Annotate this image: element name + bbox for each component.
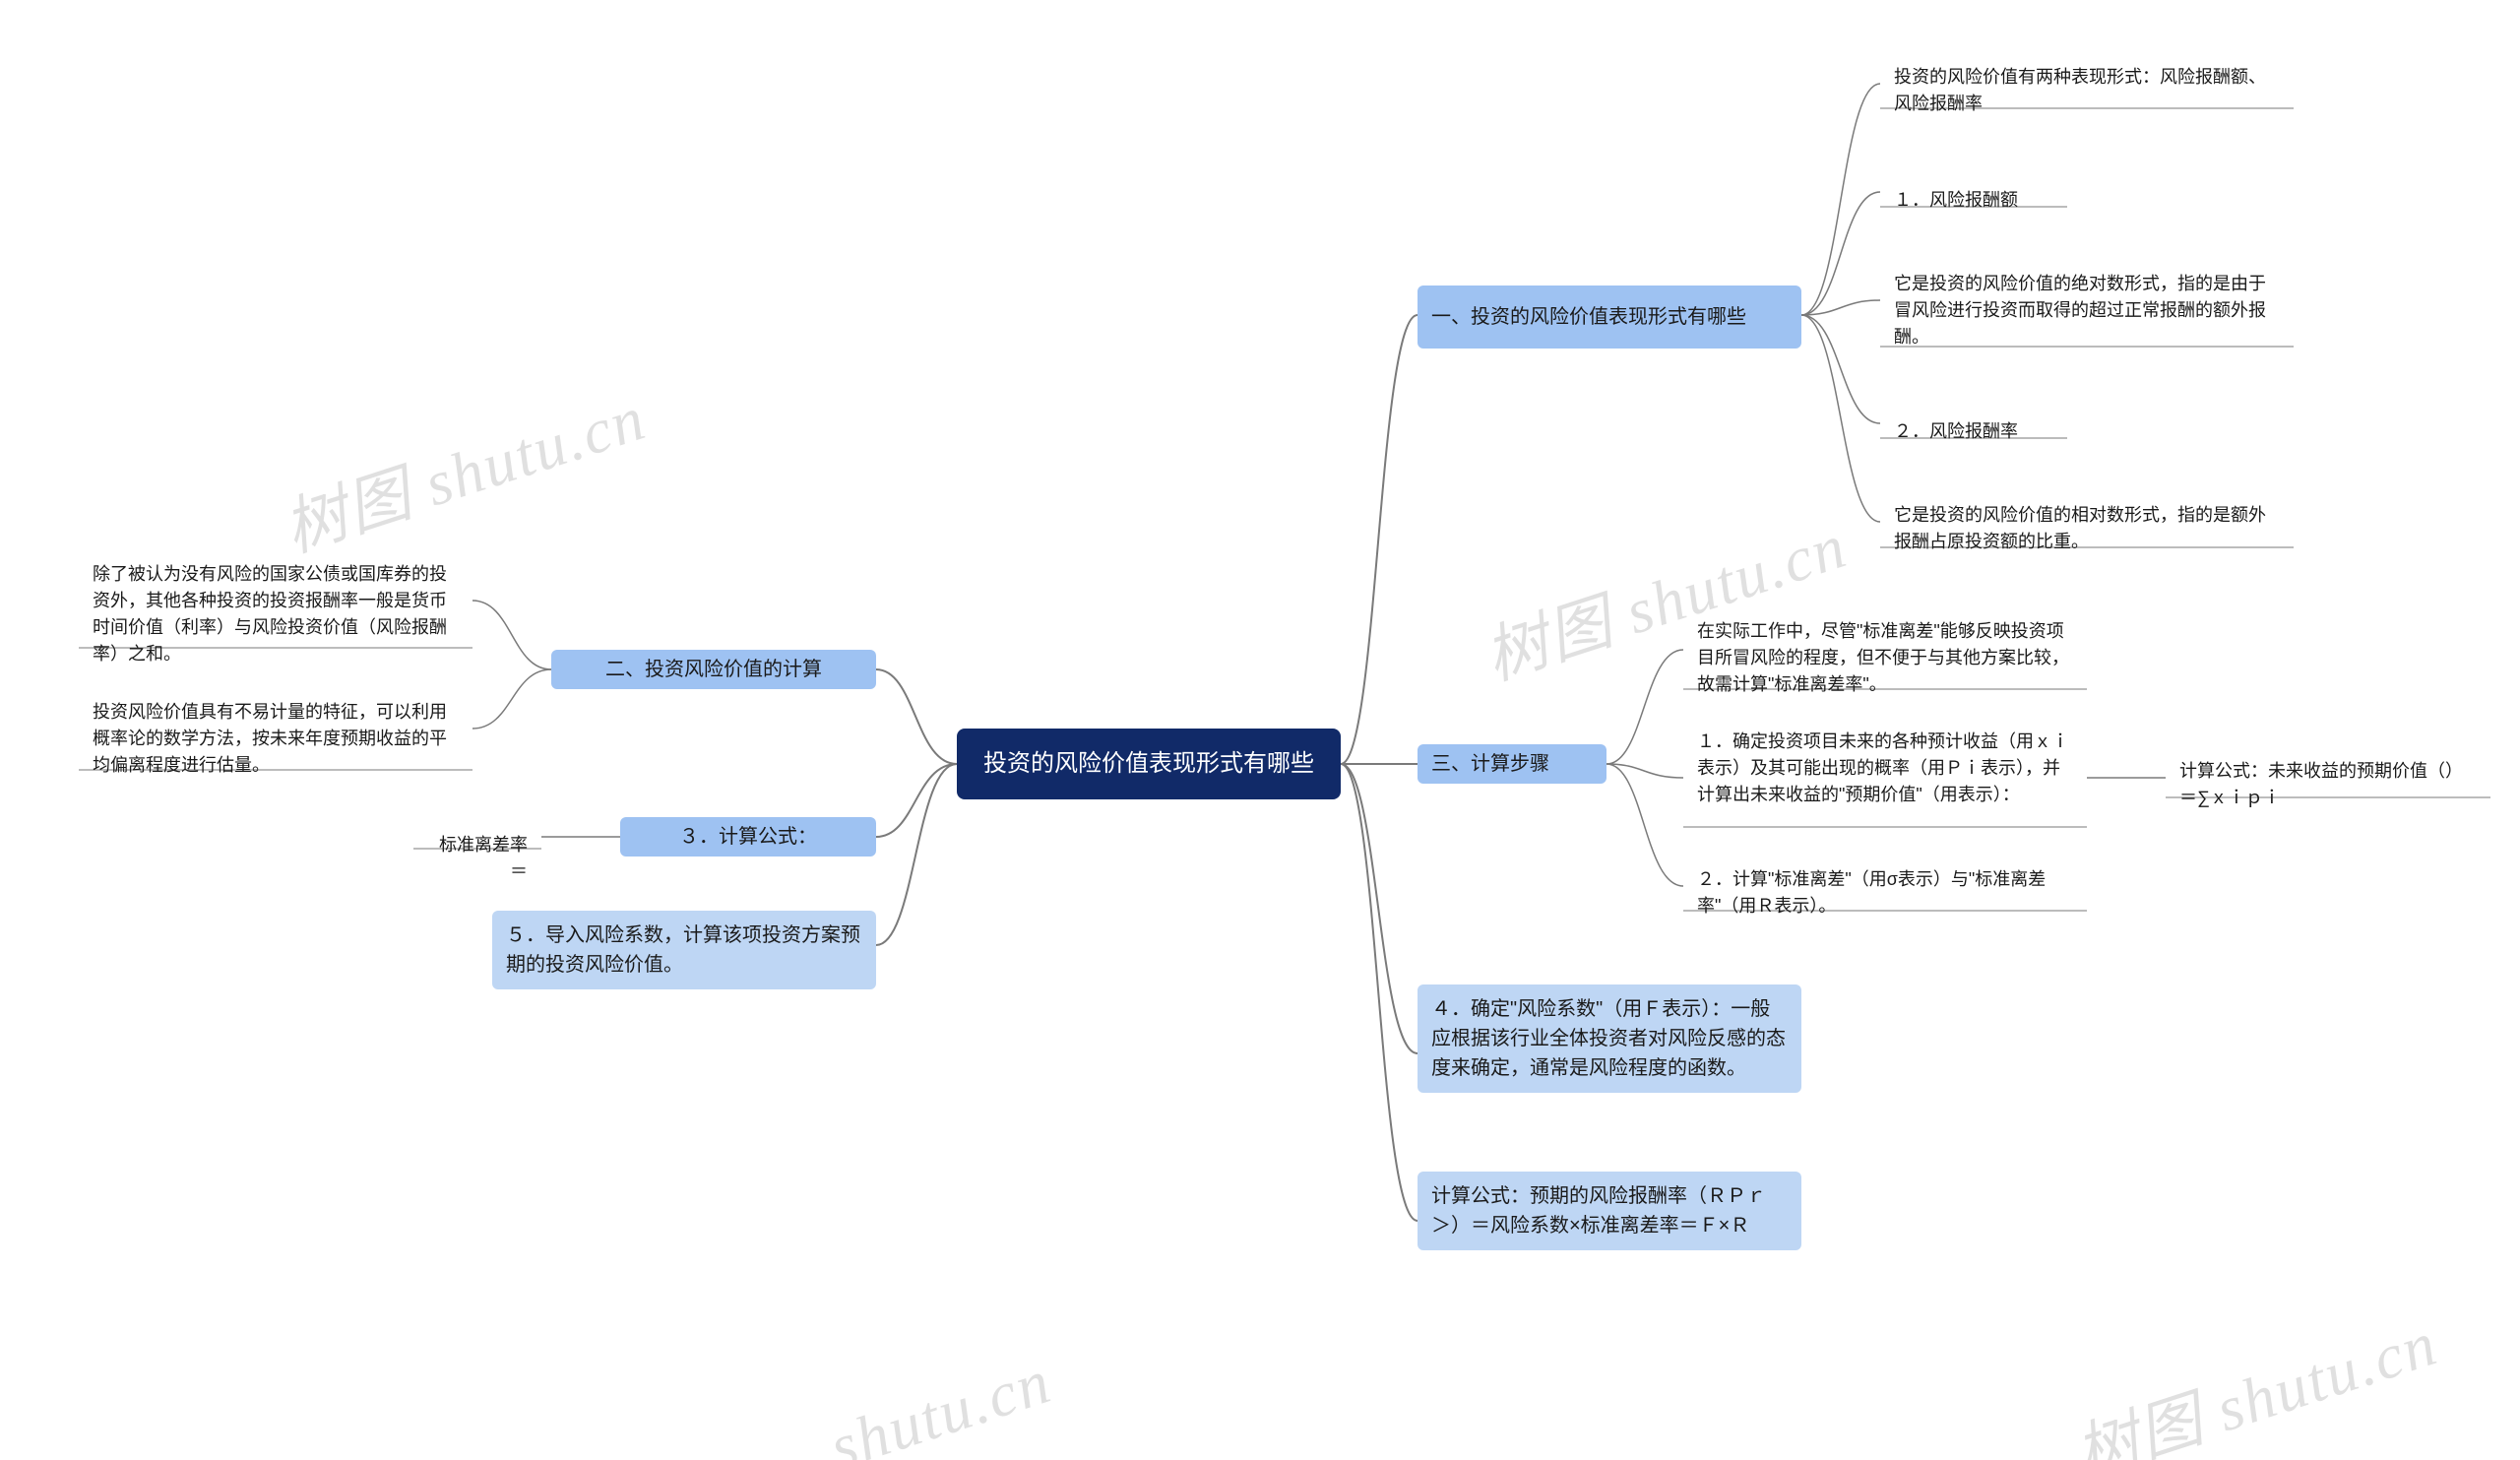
leaf-sec3-formula: 计算公式：未来收益的预期价值（）＝∑ｘｉｐｉ — [2166, 748, 2490, 821]
leaf-sec2-0: 除了被认为没有风险的国家公债或国库券的投资外，其他各种投资的投资报酬率一般是货币… — [79, 551, 472, 677]
leaf-sec3-0: 在实际工作中，尽管"标准离差"能够反映投资项目所冒风险的程度，但不便于与其他方案… — [1683, 608, 2087, 708]
leaf-sec1-4: 它是投资的风险价值的相对数形式，指的是额外报酬占原投资额的比重。 — [1880, 492, 2294, 565]
leaf-sec1-1: １．风险报酬额 — [1880, 177, 2294, 223]
leaf-sec3-1: １．确定投资项目未来的各种预计收益（用ｘｉ表示）及其可能出现的概率（用Ｐｉ表示）… — [1683, 719, 2087, 818]
branch-calc3[interactable]: ３．计算公式： — [620, 817, 876, 857]
branch-section-2[interactable]: 二、投资风险价值的计算 — [551, 650, 876, 689]
leaf-sec1-3: ２．风险报酬率 — [1880, 409, 2294, 455]
leaf-sec2-1: 投资风险价值具有不易计量的特征，可以利用概率论的数学方法，按未来年度预期收益的平… — [79, 689, 472, 789]
watermark: 树图 shutu.cn — [271, 367, 656, 569]
root-node[interactable]: 投资的风险价值表现形式有哪些 — [957, 729, 1341, 799]
leaf-sec3-2: ２．计算"标准离差"（用σ表示）与"标准离差率"（用Ｒ表示）。 — [1683, 857, 2087, 929]
detail-step4[interactable]: ４．确定"风险系数"（用Ｆ表示）：一般应根据该行业全体投资者对风险反感的态度来确… — [1418, 984, 1801, 1093]
leaf-sec1-0: 投资的风险价值有两种表现形式：风险报酬额、风险报酬率 — [1880, 54, 2294, 127]
watermark: shutu.cn — [821, 1345, 1060, 1460]
branch-section-1[interactable]: 一、投资的风险价值表现形式有哪些 — [1418, 286, 1801, 349]
detail-formula-rpr[interactable]: 计算公式：预期的风险报酬率（ＲＰｒ＞）＝风险系数×标准离差率＝Ｆ×Ｒ — [1418, 1172, 1801, 1250]
branch-section-3[interactable]: 三、计算步骤 — [1418, 744, 1606, 784]
mindmap-canvas: 树图 shutu.cn 树图 shutu.cn 树图 shutu.cn shut… — [0, 0, 2520, 1460]
leaf-calc3: 标准离差率＝ — [413, 822, 541, 895]
watermark: 树图 shutu.cn — [2062, 1293, 2447, 1460]
leaf-sec1-2: 它是投资的风险价值的绝对数形式，指的是由于冒风险进行投资而取得的超过正常报酬的额… — [1880, 261, 2294, 360]
detail-step5[interactable]: ５．导入风险系数，计算该项投资方案预期的投资风险价值。 — [492, 911, 876, 989]
